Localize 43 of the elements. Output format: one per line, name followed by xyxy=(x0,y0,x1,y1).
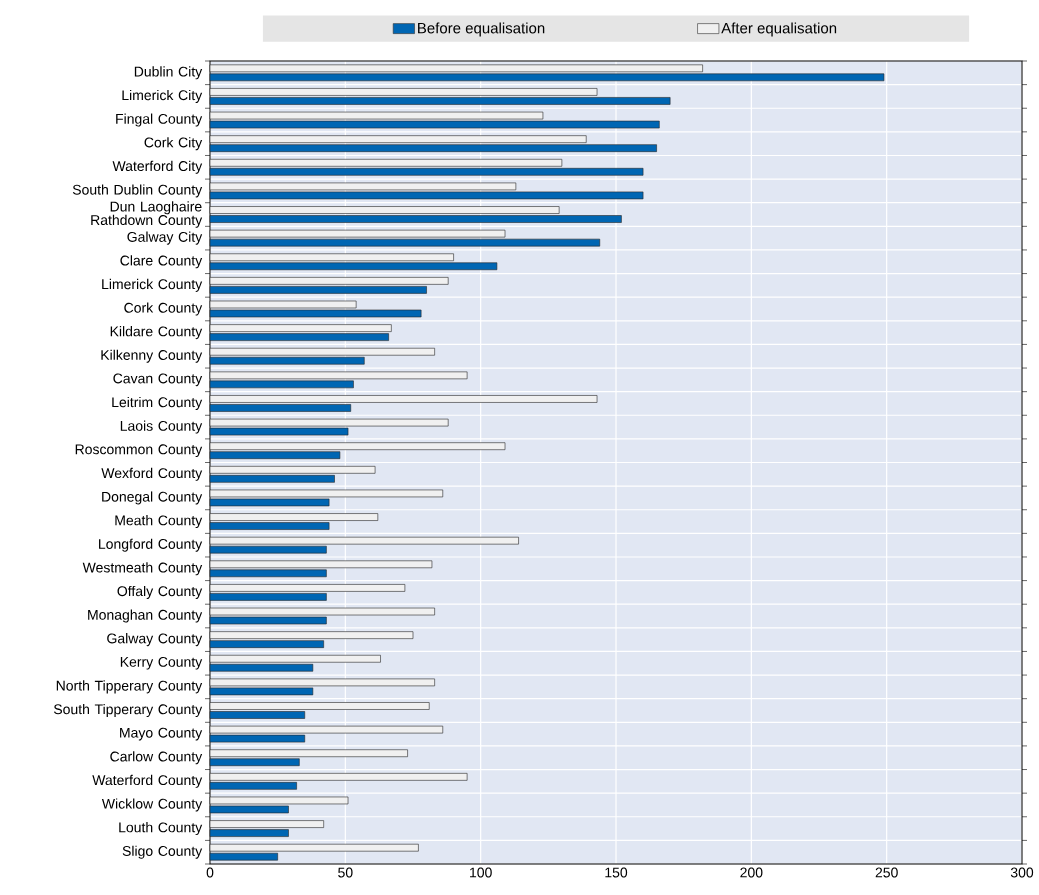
x-tick-label: 100 xyxy=(470,867,492,878)
y-tick-label: South Tipperary County xyxy=(53,703,203,718)
y-tick-label: Donegal County xyxy=(102,491,203,505)
y-tick-label: North Tipperary County xyxy=(56,680,203,694)
y-tick-label: Wicklow County xyxy=(101,798,203,812)
y-tick-label: Monaghan County xyxy=(88,609,203,623)
y-tick-label: Waterford County xyxy=(92,774,203,788)
y-tick-label: Laois County xyxy=(120,420,203,434)
y-tick-label: Dublin City xyxy=(134,66,203,80)
y-tick-label: Limerick County xyxy=(102,278,203,292)
y-tick-label: Fingal County xyxy=(116,113,203,127)
y-tick-label: Kilkenny County xyxy=(101,349,203,363)
x-tick-label: 300 xyxy=(1010,867,1034,878)
y-tick-label: Cork City xyxy=(144,137,203,151)
y-tick-label: Mayo County xyxy=(120,727,203,741)
y-tick-label: Cork County xyxy=(124,302,203,316)
x-tick-label: 150 xyxy=(605,867,628,878)
y-tick-label: Clare County xyxy=(120,255,203,269)
y-tick-label: Meath County xyxy=(115,515,203,529)
y-tick-label: Carlow County xyxy=(110,751,203,765)
x-tick-label: 0 xyxy=(206,867,214,878)
y-tick-label: Kerry County xyxy=(120,656,203,670)
legend-label: Before equalisation xyxy=(418,22,545,37)
y-tick-label: Galway County xyxy=(107,633,203,647)
legend-label: After equalisation xyxy=(721,22,837,37)
y-tick-label: Sligo County xyxy=(122,845,203,859)
y-tick-label: Galway City xyxy=(127,231,203,245)
y-tick-label: Roscommon County xyxy=(75,444,203,458)
y-tick-label: Kildare County xyxy=(110,326,203,340)
y-tick-label: Offaly County xyxy=(117,585,203,599)
y-tick-label: Louth County xyxy=(119,822,203,836)
y-tick-label: Westmeath County xyxy=(82,562,203,576)
y-tick-label: Dun Laoghaire Rathdown County xyxy=(91,201,203,228)
y-tick-label: Longford County xyxy=(99,538,203,552)
x-tick-label: 200 xyxy=(740,867,763,878)
y-tick-label: South Dublin County xyxy=(72,184,203,198)
x-tick-label: 250 xyxy=(875,867,898,878)
y-tick-label: Cavan County xyxy=(113,373,203,387)
y-tick-label: Wexford County xyxy=(101,467,203,481)
y-tick-label: Limerick City xyxy=(122,89,203,103)
y-tick-label: Waterford City xyxy=(112,160,203,174)
y-tick-label: Leitrim County xyxy=(112,396,203,410)
x-tick-label: 50 xyxy=(338,867,353,878)
